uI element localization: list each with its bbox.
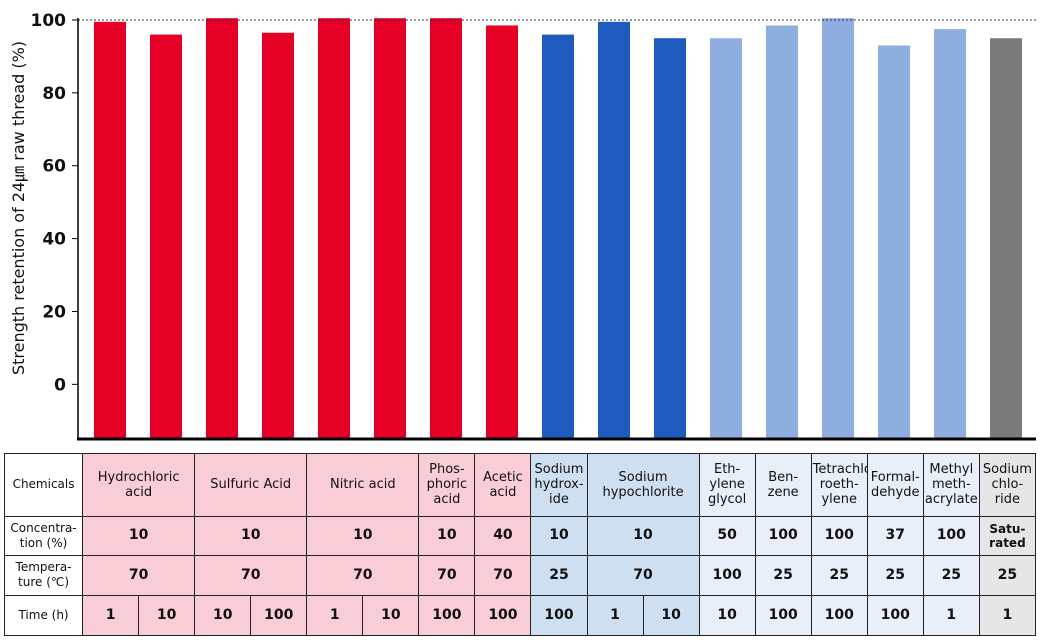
chem-cell: Sodium chlo-ride (978, 453, 1037, 517)
time-cell: 10 (642, 594, 700, 637)
temp-cell: 70 (586, 554, 700, 596)
conc-cell: 10 (194, 515, 308, 556)
conc-cell: 10 (418, 515, 476, 556)
conc-cell: 50 (698, 515, 756, 556)
chem-cell: Methyl meth-acrylate (922, 453, 980, 517)
row-header-temperature: Tempera-ture (℃) (3, 554, 84, 596)
conc-cell: 100 (922, 515, 980, 556)
bar (822, 18, 854, 440)
time-cell: 100 (250, 594, 308, 637)
y-tick-label: 80 (42, 84, 66, 104)
conc-cell: 100 (754, 515, 812, 556)
conc-cell: 10 (586, 515, 700, 556)
chem-cell: Sodium hypochlorite (586, 453, 700, 517)
bar (206, 18, 238, 440)
conc-cell: 40 (474, 515, 532, 556)
chem-cell: Ben-zene (754, 453, 812, 517)
temp-cell: 25 (810, 554, 868, 596)
temperature-row: Tempera-ture (℃) 70 70 70 70 70 25 70 10… (3, 554, 1037, 596)
temp-cell: 25 (922, 554, 980, 596)
y-axis-label: Strength retention of 24㎛ raw thread (%) (9, 41, 28, 375)
time-cell: 1 (82, 594, 140, 637)
time-cell: 100 (530, 594, 588, 637)
chem-cell: Eth-ylene glycol (698, 453, 756, 517)
concentration-row: Concentra-tion (%) 10 10 10 10 40 10 10 … (3, 515, 1037, 556)
y-tick-label: 40 (42, 230, 66, 250)
conc-cell: 10 (306, 515, 420, 556)
temp-cell: 25 (866, 554, 924, 596)
time-cell: 10 (138, 594, 196, 637)
time-cell: 100 (754, 594, 812, 637)
y-tick-label: 100 (31, 11, 67, 31)
time-cell: 100 (418, 594, 476, 637)
y-tick-label: 20 (42, 302, 66, 322)
time-cell: 1 (306, 594, 364, 637)
y-tick-label: 60 (42, 157, 66, 177)
time-cell: 10 (698, 594, 756, 637)
bar (878, 45, 910, 440)
conc-cell: 100 (810, 515, 868, 556)
bar (318, 18, 350, 440)
bar (542, 34, 574, 439)
temp-cell: 70 (194, 554, 308, 596)
chem-cell: Phos-phoric acid (418, 453, 476, 517)
bar (654, 38, 686, 439)
chem-cell: Formal-dehyde (866, 453, 924, 517)
conc-cell: 10 (82, 515, 196, 556)
temp-cell: 100 (698, 554, 756, 596)
time-cell: 100 (866, 594, 924, 637)
chemicals-row: Chemicals Hydrochloric acid Sulfuric Acid… (3, 453, 1037, 517)
conc-cell: 37 (866, 515, 924, 556)
bar (374, 18, 406, 440)
test-conditions-table: Chemicals Hydrochloric acid Sulfuric Acid… (3, 453, 1037, 637)
bar (766, 25, 798, 440)
temp-cell: 70 (474, 554, 532, 596)
bar (934, 29, 966, 439)
chem-cell: Sodium hydrox-ide (530, 453, 588, 517)
bar (598, 21, 630, 439)
row-header-concentration: Concentra-tion (%) (3, 515, 84, 556)
bar (990, 38, 1022, 439)
chem-cell: Hydrochloric acid (82, 453, 196, 517)
bar (262, 32, 294, 440)
temp-cell: 70 (306, 554, 420, 596)
chem-cell: Acetic acid (474, 453, 532, 517)
conc-cell: Satu-rated (978, 515, 1037, 556)
temp-cell: 70 (418, 554, 476, 596)
time-cell: 1 (978, 594, 1037, 637)
bars (94, 18, 1022, 440)
conc-cell: 10 (530, 515, 588, 556)
row-header-chemicals: Chemicals (3, 453, 84, 517)
y-axis-ticks: 0 20 40 60 80 100 (31, 11, 78, 395)
bar (94, 21, 126, 439)
chem-cell: Nitric acid (306, 453, 420, 517)
bar (710, 38, 742, 439)
row-header-time: Time (h) (3, 594, 84, 637)
time-cell: 10 (362, 594, 420, 637)
chem-cell: Sulfuric Acid (194, 453, 308, 517)
time-cell: 1 (586, 594, 644, 637)
time-row: Time (h) 1 10 10 100 1 10 100 100 100 1 … (3, 594, 1037, 637)
chem-cell: Tetrachlo-roeth-ylene (810, 453, 868, 517)
bar (150, 34, 182, 439)
y-tick-label: 0 (54, 375, 66, 395)
bar (430, 18, 462, 440)
temp-cell: 70 (82, 554, 196, 596)
time-cell: 1 (922, 594, 980, 637)
temp-cell: 25 (754, 554, 812, 596)
bar (486, 25, 518, 440)
time-cell: 10 (194, 594, 252, 637)
temp-cell: 25 (530, 554, 588, 596)
time-cell: 100 (474, 594, 532, 637)
strength-retention-chart: Strength retention of 24㎛ raw thread (%)… (9, 11, 1036, 441)
time-cell: 100 (810, 594, 868, 637)
temp-cell: 25 (978, 554, 1037, 596)
